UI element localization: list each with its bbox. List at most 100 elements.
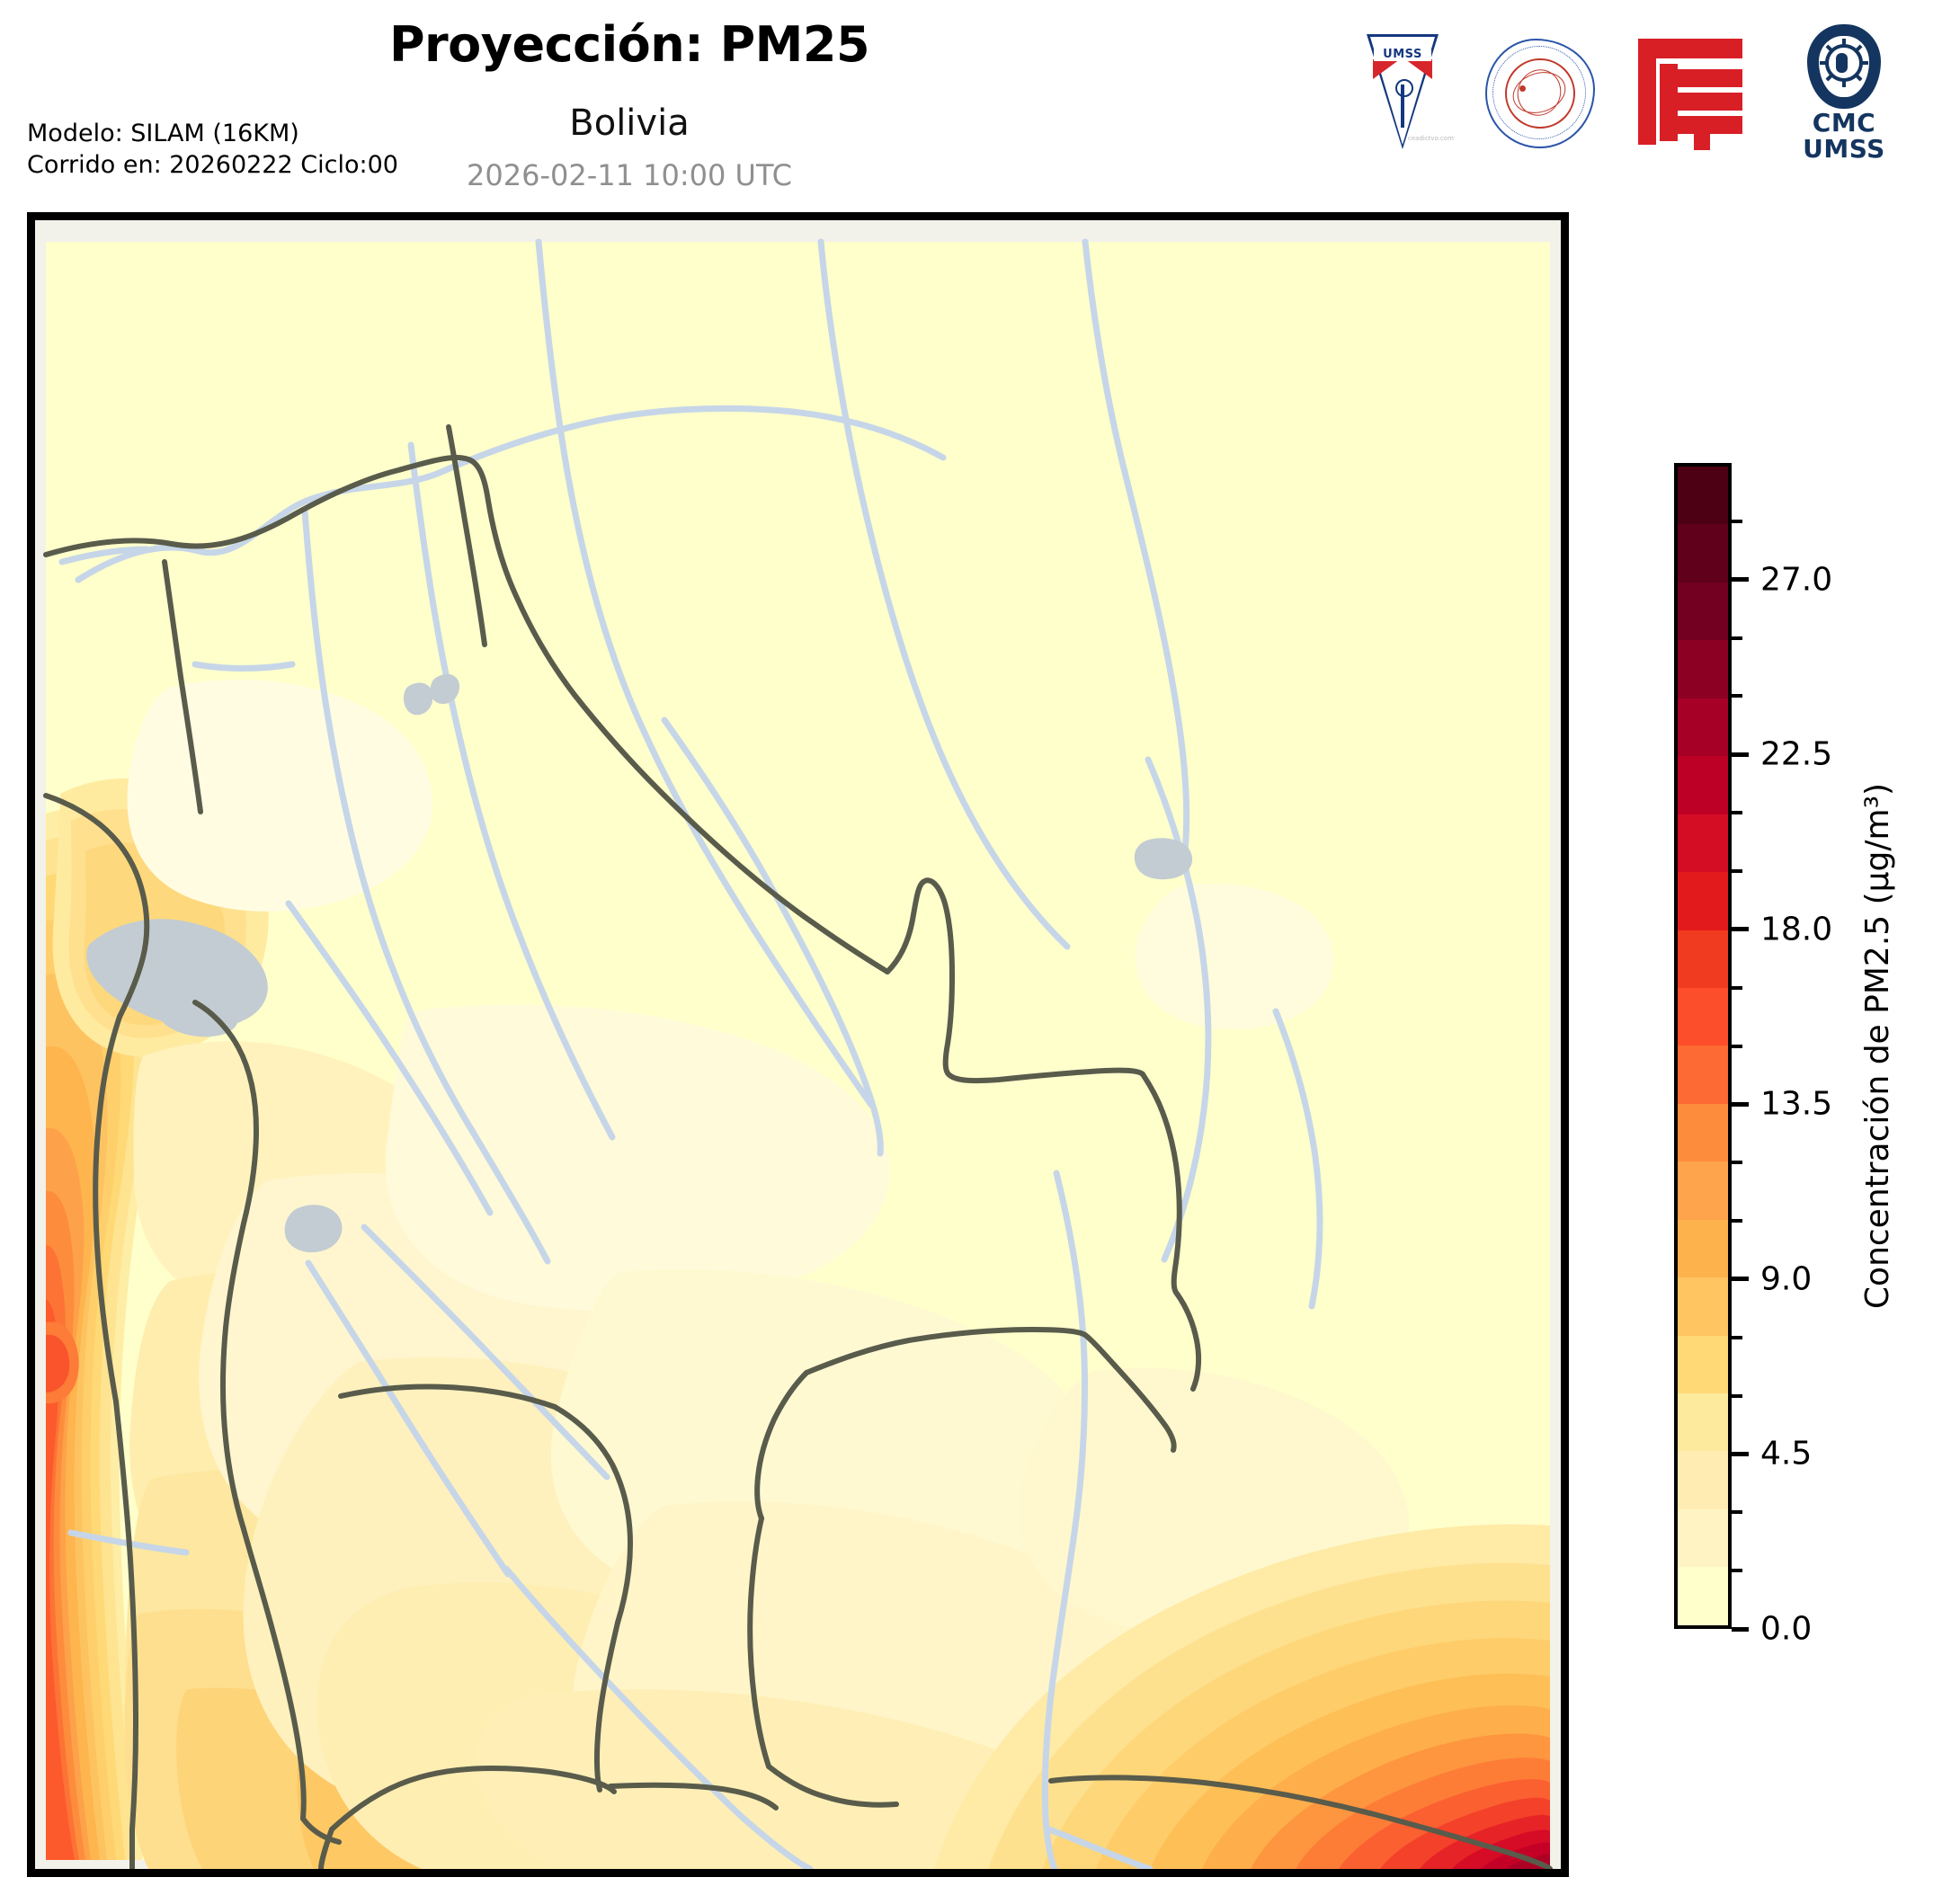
river-far-nw <box>58 546 150 565</box>
colorbar-band <box>1678 872 1728 930</box>
colorbar-band <box>1678 1277 1728 1336</box>
river-se-branch <box>1046 1826 1154 1869</box>
river-northeast-1 <box>1082 238 1190 864</box>
border-south-2 <box>608 1782 779 1811</box>
concentration-field <box>46 680 1550 1869</box>
fisica-dotted-ring <box>1492 46 1586 139</box>
cmc-ray-icon <box>1861 61 1868 65</box>
colorbar-tick-label: 9.0 <box>1760 1260 1813 1298</box>
cmc-ray-icon <box>1820 61 1827 65</box>
border-dept-pando-beni <box>446 424 487 647</box>
river-pilcomayo <box>503 1565 814 1869</box>
colorbar-minor-tick <box>1732 519 1742 523</box>
river-tributary-1 <box>285 900 494 1216</box>
colorbar-minor-tick <box>1732 1044 1742 1048</box>
colorbar-band <box>1678 524 1728 583</box>
departamento-fisica-logo <box>1480 33 1597 150</box>
colorbar-minor-tick <box>1732 868 1742 873</box>
colorbar-band <box>1678 582 1728 641</box>
colorbar-major-tick <box>1732 927 1749 932</box>
colorbar-minor-tick <box>1732 1510 1742 1515</box>
umss-band <box>1374 49 1431 61</box>
colorbar-band <box>1678 1393 1728 1452</box>
colorbar-band <box>1678 467 1728 525</box>
colorbar-major-tick <box>1732 1277 1749 1282</box>
umss-credit-text: ceadictvo.com <box>1408 135 1454 142</box>
fcyt-bar-stem <box>1694 116 1710 150</box>
colorbar-minor-tick <box>1732 1335 1742 1339</box>
colorbar-band <box>1678 1508 1728 1568</box>
umss-red-right <box>1405 59 1432 99</box>
river-network <box>58 238 1323 1869</box>
colorbar-band <box>1678 1045 1728 1104</box>
border-east-brazil-1 <box>885 877 1145 1084</box>
colorbar-minor-tick <box>1732 1569 1742 1573</box>
cmc-sun-center-icon <box>1836 53 1848 73</box>
patch-east-1 <box>1135 883 1334 1029</box>
colorbar-tick-label: 0.0 <box>1760 1610 1813 1648</box>
pm25-concentration-map[interactable] <box>35 220 1561 1869</box>
river-paraguay <box>1041 1170 1089 1869</box>
colorbar-band <box>1678 814 1728 873</box>
border-dept-potosi-s <box>300 1816 342 1845</box>
colorbar-minor-tick <box>1732 985 1742 990</box>
cmc-umss-logo: CMC UMSS <box>1786 24 1902 164</box>
colorbar-band <box>1678 987 1728 1046</box>
fcyt-bar-mid1 <box>1678 69 1742 87</box>
header: Proyección: PM25 Bolivia 2026-02-11 10:0… <box>0 0 1942 212</box>
colorbar[interactable] <box>1674 463 1732 1629</box>
forecast-timestamp: 2026-02-11 10:00 UTC <box>467 158 792 192</box>
page-title: Proyección: PM25 <box>388 16 870 73</box>
fcyt-bar-top <box>1638 39 1742 58</box>
border-north-brazil <box>43 454 890 974</box>
colorbar-minor-tick <box>1732 694 1742 698</box>
border-dept-internal-3 <box>594 1620 620 1793</box>
colorbar-ticks: 27.0 22.5 18.0 13.5 9.0 4.5 0.0 <box>1732 463 1942 1648</box>
river-east-2 <box>1272 1008 1323 1310</box>
map-frame[interactable] <box>27 212 1569 1877</box>
logo-strip: UMSS ceadictvo.com <box>1367 20 1906 164</box>
colorbar-band <box>1678 1103 1728 1162</box>
lake-poopo <box>284 1205 343 1253</box>
colorbar-band <box>1678 930 1728 988</box>
border-south-3 <box>329 1766 617 1832</box>
colorbar-major-tick <box>1732 1451 1749 1456</box>
border-dept-santacruz-w1 <box>754 1370 809 1521</box>
lakes <box>86 673 1193 1253</box>
colorbar-minor-tick <box>1732 636 1742 640</box>
colorbar-minor-tick <box>1732 1161 1742 1165</box>
fcyt-bar-mid3 <box>1678 116 1742 134</box>
hotspot-west-inner <box>46 1334 70 1392</box>
cmc-label-line2: UMSS <box>1803 133 1885 164</box>
fcyt-logo <box>1638 33 1744 150</box>
colorbar-group: 27.0 22.5 18.0 13.5 9.0 4.5 0.0 <box>1674 463 1832 1648</box>
river-mamore <box>301 508 551 1265</box>
lake-rogagua <box>430 673 459 704</box>
cmc-ray-icon <box>1842 80 1846 87</box>
border-dept-lapaz-s <box>192 1000 259 1226</box>
river-south-1 <box>361 1223 610 1481</box>
border-dept-santacruz-w2 <box>747 1516 771 1769</box>
umss-torch-icon <box>1395 79 1413 97</box>
cmc-label: CMC UMSS <box>1786 110 1902 164</box>
fisica-outer-ring <box>1485 39 1595 148</box>
fcyt-bar-spine <box>1638 39 1656 145</box>
border-south-1 <box>766 1764 899 1808</box>
colorbar-major-tick <box>1732 752 1749 757</box>
colorbar-major-tick <box>1732 1626 1749 1632</box>
colorbar-tick-label: 27.0 <box>1760 561 1833 599</box>
umss-torch-stem <box>1401 85 1404 128</box>
border-dept-pando-lapaz <box>162 559 203 814</box>
run-line: Corrido en: 20260222 Ciclo:00 <box>27 150 398 179</box>
cmc-ray-icon <box>1842 39 1846 46</box>
administrative-borders <box>43 424 1553 1869</box>
model-line: Modelo: SILAM (16KM) <box>27 120 299 147</box>
lake-east <box>1134 838 1193 880</box>
colorbar-major-tick <box>1732 577 1749 583</box>
border-east-brazil-3 <box>1174 1291 1202 1392</box>
river-northeast-2 <box>817 238 1071 950</box>
colorbar-tick-label: 18.0 <box>1760 911 1833 948</box>
colorbar-tick-label: 22.5 <box>1760 735 1833 773</box>
colorbar-band <box>1678 1335 1728 1393</box>
colorbar-minor-tick <box>1732 1219 1742 1223</box>
